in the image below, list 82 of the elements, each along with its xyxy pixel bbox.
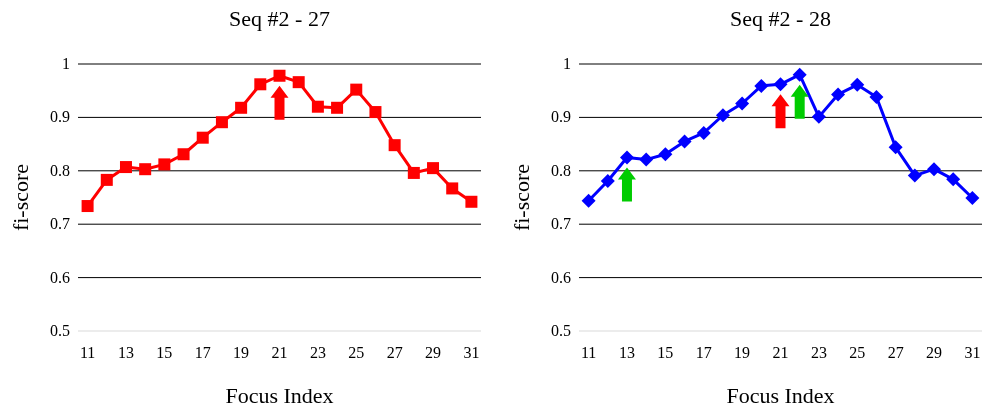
point [792,67,807,82]
x-tick-label: 15 [657,344,674,361]
point [965,191,980,206]
x-tick-label: 13 [117,344,134,361]
point [446,182,459,195]
y-tick-label: 0.6 [551,268,571,286]
point [869,90,884,105]
point [600,173,615,188]
x-tick-label: 31 [964,344,981,361]
x-tick-label: 17 [695,344,712,361]
point [407,166,420,179]
x-axis-title: Focus Index [225,383,334,408]
point [311,100,324,113]
point [331,101,344,114]
point [369,106,382,119]
y-axis-title: fi-score [8,163,33,232]
point [273,69,286,82]
point [658,147,673,162]
point [254,78,267,91]
point [735,96,750,111]
point [465,195,478,208]
point [388,139,401,152]
y-axis-title: fi-score [509,163,534,232]
point [215,116,228,129]
y-tick-label: 0.5 [551,322,571,339]
point [639,152,654,167]
x-tick-label: 13 [618,344,635,361]
point [177,148,190,161]
x-tick-label: 19 [734,344,751,361]
point [907,168,922,183]
x-tick-label: 27 [386,344,403,361]
point [715,108,730,123]
x-tick-label: 11 [79,344,96,361]
x-tick-label: 25 [348,344,365,361]
x-tick-label: 19 [233,344,250,361]
y-tick-label: 0.5 [50,322,70,339]
point [196,131,209,144]
point [677,134,692,149]
x-tick-label: 29 [425,344,442,361]
y-tick-label: 0.9 [50,108,70,126]
point [773,77,788,92]
y-tick-label: 0.7 [551,215,571,233]
x-tick-label: 23 [309,344,326,361]
point [927,162,942,177]
chart-title: Seq #2 - 27 [229,6,330,31]
point [946,172,961,187]
chart-title: Seq #2 - 28 [730,6,831,31]
point [581,193,596,208]
point [754,78,769,93]
y-tick-label: 0.8 [551,161,571,179]
x-tick-label: 23 [810,344,827,361]
x-tick-label: 11 [580,344,597,361]
point [81,200,94,213]
point [158,158,171,171]
point [427,162,440,175]
x-tick-label: 21 [271,344,288,361]
x-tick-label: 17 [194,344,211,361]
x-axis-title: Focus Index [726,383,835,408]
point [619,150,634,165]
point [850,77,865,92]
x-tick-label: 29 [926,344,943,361]
y-tick-label: 0.8 [50,161,70,179]
point [831,87,846,102]
y-tick-label: 0.9 [551,108,571,126]
x-tick-label: 25 [849,344,866,361]
y-tick-label: 1 [563,55,571,72]
y-tick-label: 1 [62,55,70,72]
point [100,173,113,186]
x-tick-label: 15 [156,344,173,361]
point [119,161,132,174]
x-tick-label: 27 [887,344,904,361]
y-tick-label: 0.7 [50,215,70,233]
point [888,140,903,155]
x-tick-label: 31 [463,344,480,361]
x-tick-label: 21 [772,344,789,361]
point [139,163,152,176]
point [696,125,711,140]
point [235,101,248,114]
point [292,76,305,89]
point [811,109,826,124]
point [350,83,363,96]
y-tick-label: 0.6 [50,268,70,286]
